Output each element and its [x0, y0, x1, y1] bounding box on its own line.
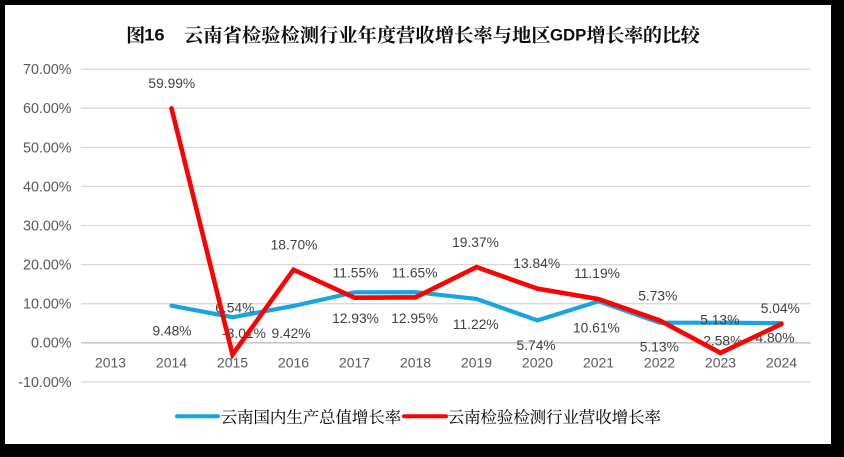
svg-text:40.00%: 40.00%: [23, 179, 72, 195]
svg-text:0.00%: 0.00%: [31, 336, 72, 352]
svg-text:2016: 2016: [278, 354, 309, 370]
svg-text:5.04%: 5.04%: [761, 301, 800, 316]
svg-text:6.54%: 6.54%: [215, 300, 254, 315]
svg-text:12.93%: 12.93%: [332, 311, 379, 326]
svg-text:2014: 2014: [156, 354, 187, 370]
svg-text:9.42%: 9.42%: [271, 326, 310, 341]
svg-text:13.84%: 13.84%: [513, 256, 560, 271]
svg-text:-3.01%: -3.01%: [222, 326, 266, 341]
svg-text:2023: 2023: [705, 354, 736, 370]
svg-text:GDP: GDP: [550, 26, 586, 45]
svg-text:2015: 2015: [217, 354, 248, 370]
svg-text:20.00%: 20.00%: [23, 258, 72, 274]
svg-text:18.70%: 18.70%: [271, 237, 318, 252]
svg-text:59.99%: 59.99%: [148, 76, 195, 91]
svg-text:12.95%: 12.95%: [391, 311, 438, 326]
svg-text:5.74%: 5.74%: [517, 338, 556, 353]
svg-text:70.00%: 70.00%: [23, 62, 72, 78]
svg-text:5.13%: 5.13%: [640, 340, 679, 355]
svg-text:30.00%: 30.00%: [23, 218, 72, 234]
svg-text:2018: 2018: [400, 354, 431, 370]
svg-text:50.00%: 50.00%: [23, 140, 72, 156]
svg-text:11.22%: 11.22%: [453, 317, 499, 332]
svg-text:60.00%: 60.00%: [23, 101, 72, 117]
svg-text:16: 16: [144, 26, 165, 45]
svg-text:2017: 2017: [339, 354, 370, 370]
svg-text:2024: 2024: [766, 354, 797, 370]
svg-text:2022: 2022: [644, 354, 675, 370]
svg-text:2013: 2013: [95, 354, 126, 370]
svg-text:10.61%: 10.61%: [573, 321, 620, 336]
svg-text:5.73%: 5.73%: [638, 288, 677, 303]
svg-text:11.55%: 11.55%: [333, 265, 379, 280]
svg-text:9.48%: 9.48%: [152, 323, 191, 338]
svg-text:2021: 2021: [583, 354, 614, 370]
svg-text:-10.00%: -10.00%: [18, 375, 72, 391]
svg-text:19.37%: 19.37%: [452, 235, 499, 250]
svg-text:2019: 2019: [461, 354, 492, 370]
svg-text:11.19%: 11.19%: [574, 266, 620, 281]
svg-text:5.13%: 5.13%: [700, 313, 739, 328]
svg-text:10.00%: 10.00%: [23, 297, 72, 313]
svg-text:11.65%: 11.65%: [392, 265, 438, 280]
svg-text:2020: 2020: [522, 354, 553, 370]
